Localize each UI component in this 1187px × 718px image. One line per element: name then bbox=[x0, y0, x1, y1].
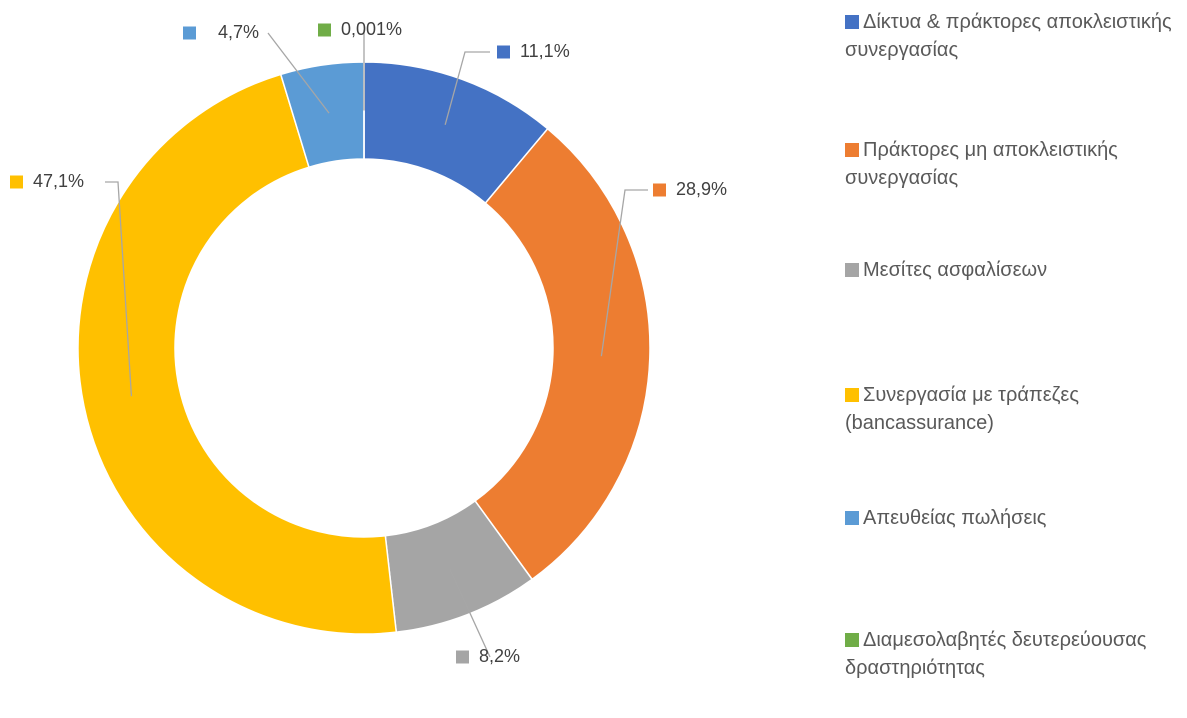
legend-item: Δίκτυα & πράκτορες αποκλειστικής συνεργα… bbox=[845, 8, 1183, 64]
legend-item: Μεσίτες ασφαλίσεων bbox=[845, 256, 1183, 284]
legend-label: Διαμεσολαβητές δευτερεύουσας δραστηριότη… bbox=[845, 629, 1147, 679]
data-label: 47,1% bbox=[33, 171, 84, 191]
legend-label: Δίκτυα & πράκτορες αποκλειστικής συνεργα… bbox=[845, 11, 1172, 61]
leader-line bbox=[267, 32, 330, 114]
label-swatch bbox=[497, 45, 510, 59]
donut-segment bbox=[474, 127, 651, 581]
legend-item: Συνεργασία με τράπεζες (bancassurance) bbox=[845, 381, 1183, 437]
legend-item: Απευθείας πωλήσεις bbox=[845, 504, 1183, 532]
legend-swatch bbox=[845, 143, 859, 157]
leader-line bbox=[600, 189, 648, 357]
legend-label: Πράκτορες μη αποκλειστικής συνεργασίας bbox=[845, 139, 1118, 189]
data-label: 11,1% bbox=[520, 41, 570, 61]
legend-label: Συνεργασία με τράπεζες (bancassurance) bbox=[845, 384, 1079, 434]
legend-item: Πράκτορες μη αποκλειστικής συνεργασίας bbox=[845, 136, 1183, 192]
label-swatch bbox=[318, 23, 331, 37]
legend-swatch bbox=[845, 511, 859, 525]
legend-label: Μεσίτες ασφαλίσεων bbox=[863, 259, 1048, 281]
legend-swatch bbox=[845, 15, 859, 29]
label-swatch bbox=[10, 175, 23, 189]
data-label: 28,9% bbox=[676, 179, 727, 199]
legend-label: Απευθείας πωλήσεις bbox=[863, 507, 1047, 529]
donut-area: 11,1% 28,9% 8,2% 47,1% 4,7% 0,001% bbox=[10, 19, 727, 666]
data-label: 0,001% bbox=[341, 19, 402, 39]
label-swatch bbox=[653, 183, 666, 197]
leader-line bbox=[449, 569, 491, 658]
label-swatch bbox=[183, 26, 196, 40]
legend-swatch bbox=[845, 633, 859, 647]
data-label: 4,7% bbox=[218, 22, 259, 42]
leader-line bbox=[444, 51, 490, 125]
data-label: 8,2% bbox=[479, 646, 520, 666]
label-swatch bbox=[456, 650, 469, 664]
legend-swatch bbox=[845, 263, 859, 277]
legend-item: Διαμεσολαβητές δευτερεύουσας δραστηριότη… bbox=[845, 626, 1183, 682]
donut-segment bbox=[77, 73, 398, 635]
leader-line bbox=[105, 181, 133, 397]
legend-swatch bbox=[845, 388, 859, 402]
